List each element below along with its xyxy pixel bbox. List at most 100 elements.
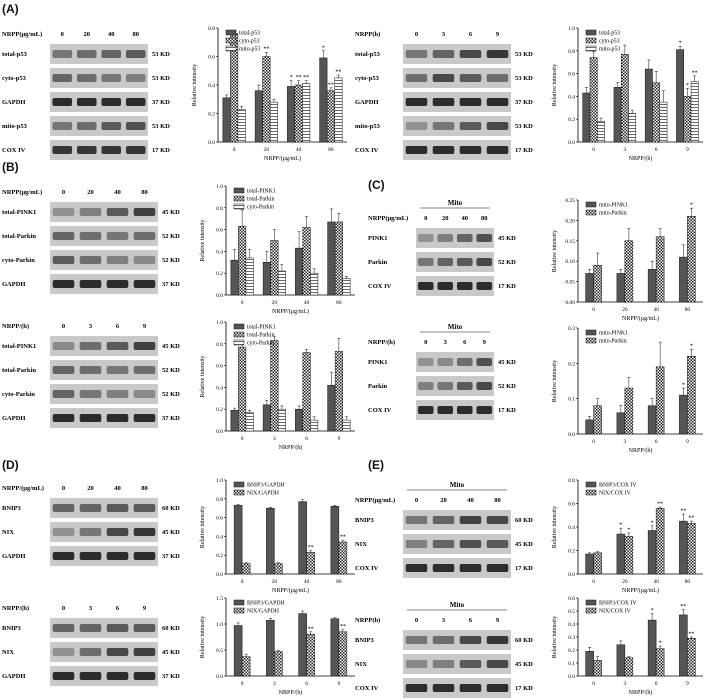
blot-kd-label: 52 KD [498, 383, 516, 390]
blot-strip [403, 558, 511, 578]
x-tick-label: 40 [653, 579, 659, 585]
blot-strip [50, 384, 158, 404]
blot-band [106, 414, 129, 422]
legend-swatch [233, 331, 245, 338]
bar [655, 366, 665, 435]
bar [298, 501, 307, 575]
blot-band [106, 256, 129, 264]
y-tick-label: 0.4 [216, 385, 223, 391]
legend-swatch [585, 29, 597, 36]
y-tick-label: 0.6 [568, 596, 575, 602]
blot-band [405, 636, 428, 644]
blot-band [417, 382, 434, 390]
blot-lane-label: 40 [467, 497, 474, 504]
blot-strip [50, 92, 148, 112]
bar [330, 618, 340, 677]
bar [262, 404, 271, 432]
x-tick-label: 6 [655, 681, 658, 687]
legend-entry: cyto-p53 [239, 39, 260, 45]
blot-band [432, 540, 455, 548]
y-tick-label: 0.3 [568, 635, 575, 641]
blot-row-label: COX IV [355, 147, 379, 154]
bar [327, 384, 336, 432]
y-tick-label: 0.1 [568, 397, 575, 403]
blot-lane-label: 0 [415, 497, 418, 504]
blot-condition-label: NRPP/(h) [368, 339, 395, 346]
blot-band [405, 564, 428, 572]
significance-star: ** [296, 75, 302, 81]
x-axis-label: NRPP/(μg/mL) [264, 155, 301, 162]
x-tick-label: 80 [336, 300, 342, 306]
blot-kd-label: 60 KD [162, 505, 180, 512]
blot-kd-label: 17 KD [515, 147, 533, 154]
legend-swatch [585, 337, 597, 344]
y-tick-label: 0.4 [568, 94, 575, 100]
blot-lane-label: 20 [442, 215, 449, 222]
blot-kd-label: 60 KD [515, 517, 533, 524]
bar [679, 394, 688, 435]
blot-kd-label: 53 KD [152, 75, 170, 82]
bar [644, 68, 653, 143]
blot-strip [403, 630, 511, 650]
blot-condition-label: NRPP/(h) [2, 605, 29, 612]
blot-kd-label: 37 KD [515, 99, 533, 106]
y-tick-label: 0.0 [568, 572, 575, 578]
y-tick-label: 1.0 [216, 184, 223, 190]
blot-row-label: mito-p53 [355, 123, 381, 130]
blot-strip [416, 400, 494, 420]
blot-kd-label: 45 KD [162, 209, 180, 216]
blot-band [437, 258, 454, 266]
blot-band [101, 122, 122, 130]
blot-band [52, 552, 75, 560]
blot-strip [403, 92, 511, 112]
bar-chart-a1: 0.0 0.2 0.4 0.6 0.8 Relative intensity NRPP/(μ… [192, 26, 347, 162]
blot-lane-label: 6 [469, 617, 473, 624]
blot-row-label: GAPDH [2, 415, 25, 422]
x-axis-label: NRPP/(h) [629, 689, 653, 696]
blot-header-mito: Mito [450, 601, 465, 609]
x-tick-label: 9 [686, 147, 689, 153]
legend-swatch [233, 187, 245, 194]
blot-band [486, 122, 509, 130]
bar [334, 221, 343, 296]
x-tick-label: 40 [304, 300, 310, 306]
bar [233, 505, 243, 575]
x-axis-label: NRPP/(h) [279, 444, 303, 451]
bar [624, 387, 634, 435]
blot-lane-label: 40 [108, 31, 115, 38]
bar [270, 340, 279, 432]
blot-row-label: COX IV [2, 147, 26, 154]
bar [237, 108, 246, 143]
blot-band [476, 258, 493, 266]
x-tick-label: 9 [686, 439, 689, 445]
blot-row-label: Parkin [368, 259, 388, 266]
y-tick-label: 0.3 [568, 326, 575, 332]
blot-band [417, 282, 434, 290]
blot-band [125, 122, 146, 130]
western-blot-b1: NRPP(μg/mL) 0 20 40 80 total-PINK1 45 KD total-… [2, 189, 180, 294]
blot-band [405, 98, 428, 106]
blot-header-mito: Mito [448, 323, 463, 331]
y-axis-label: Relative intensity [200, 506, 206, 548]
significance-star: ** [335, 70, 341, 76]
blot-band [101, 146, 122, 154]
blot-band [486, 564, 509, 572]
blot-band [405, 684, 428, 692]
panel-letter-c: (C) [368, 178, 385, 192]
y-tick-label: 0.2 [568, 648, 575, 654]
blot-lane-label: 20 [84, 31, 91, 38]
blot-band [106, 208, 129, 216]
blot-kd-label: 17 KD [515, 685, 533, 692]
bar-chart-b2: 0.0 0.2 0.4 0.6 0.8 1.0 Relative intensity NRPP… [200, 320, 355, 451]
significance-star: ** [692, 70, 698, 76]
y-tick-label: 1.0 [216, 478, 223, 484]
bar [230, 410, 239, 432]
blot-strip [50, 140, 148, 160]
bar [302, 83, 311, 143]
bar [620, 53, 629, 143]
bar [683, 96, 692, 143]
x-tick-label: 3 [624, 681, 627, 687]
blot-band [133, 390, 156, 398]
blot-band [79, 280, 102, 288]
blot-kd-label: 52 KD [162, 367, 180, 374]
